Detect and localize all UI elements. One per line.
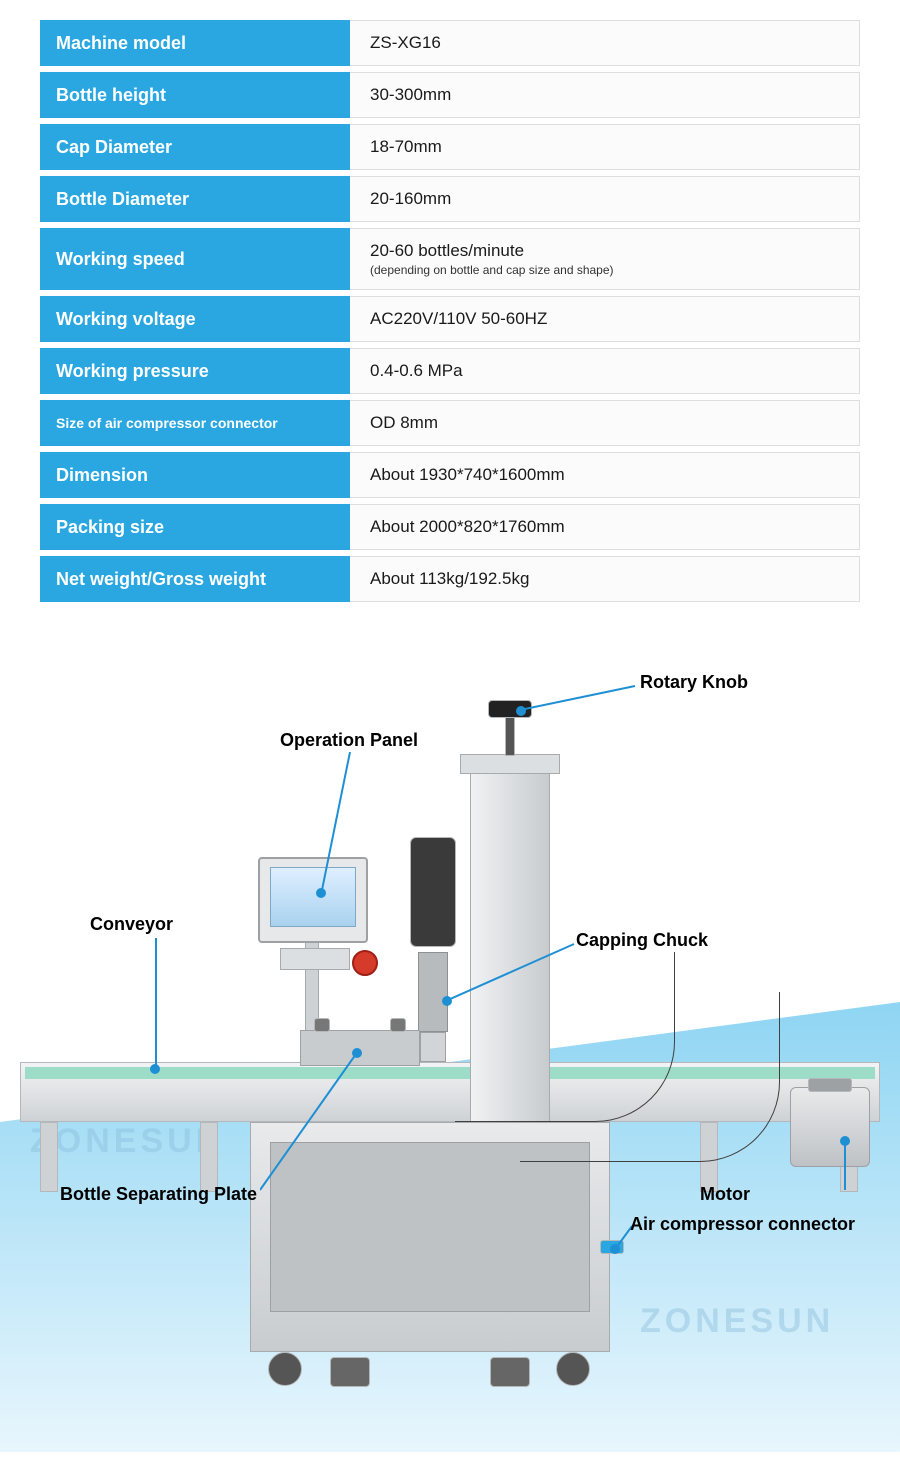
conveyor-motor-cap <box>808 1078 852 1092</box>
leader-dot <box>150 1064 160 1074</box>
conveyor-leg <box>200 1122 218 1192</box>
machine-illustration <box>0 692 900 1452</box>
conveyor-leg <box>40 1122 58 1192</box>
spec-label: Cap Diameter <box>40 124 350 170</box>
leader-line <box>260 1052 360 1192</box>
callout-bottle-separating-plate: Bottle Separating Plate <box>60 1184 257 1205</box>
spec-label: Bottle height <box>40 72 350 118</box>
spec-value: 30-300mm <box>350 72 860 118</box>
callout-capping-chuck: Capping Chuck <box>576 930 708 951</box>
leveling-foot <box>330 1357 370 1387</box>
spec-row: Working pressure0.4-0.6 MPa <box>40 348 860 394</box>
spec-label: Dimension <box>40 452 350 498</box>
callout-operation-panel: Operation Panel <box>280 730 418 751</box>
capping-chuck-part <box>418 952 448 1032</box>
leader-line <box>320 752 360 892</box>
spec-row: Size of air compressor connectorOD 8mm <box>40 400 860 446</box>
leader-dot <box>840 1136 850 1146</box>
spec-label: Net weight/Gross weight <box>40 556 350 602</box>
spec-label: Bottle Diameter <box>40 176 350 222</box>
operation-panel-buttons <box>280 948 350 970</box>
spec-row: DimensionAbout 1930*740*1600mm <box>40 452 860 498</box>
machine-diagram: ZONESUN ZONESUN ZONESUN ZONESUN <box>0 642 900 1452</box>
caster-wheel <box>268 1352 302 1386</box>
leader-dot <box>516 706 526 716</box>
spec-value: 18-70mm <box>350 124 860 170</box>
leader-line <box>760 1142 850 1192</box>
column-cap <box>460 754 560 774</box>
leader-dot <box>442 996 452 1006</box>
spec-label: Machine model <box>40 20 350 66</box>
spec-label: Working voltage <box>40 296 350 342</box>
leveling-foot <box>490 1357 530 1387</box>
spec-value: OD 8mm <box>350 400 860 446</box>
spec-value: About 2000*820*1760mm <box>350 504 860 550</box>
spec-label: Working pressure <box>40 348 350 394</box>
caster-wheel <box>556 1352 590 1386</box>
spec-label: Working speed <box>40 228 350 290</box>
capping-motor <box>410 837 456 947</box>
spec-row: Bottle height30-300mm <box>40 72 860 118</box>
spec-row: Bottle Diameter20-160mm <box>40 176 860 222</box>
spec-table: Machine modelZS-XG16Bottle height30-300m… <box>0 0 900 602</box>
spec-row: Cap Diameter18-70mm <box>40 124 860 170</box>
spec-value: 20-160mm <box>350 176 860 222</box>
spec-row: Working voltageAC220V/110V 50-60HZ <box>40 296 860 342</box>
spec-value: AC220V/110V 50-60HZ <box>350 296 860 342</box>
leader-line <box>448 942 578 1002</box>
spec-label: Packing size <box>40 504 350 550</box>
emergency-stop-button <box>352 950 378 976</box>
spec-value: 0.4-0.6 MPa <box>350 348 860 394</box>
separating-roller <box>390 1018 406 1032</box>
spec-value: About 1930*740*1600mm <box>350 452 860 498</box>
spec-row: Machine modelZS-XG16 <box>40 20 860 66</box>
knob-stem <box>505 712 515 756</box>
leader-line <box>150 938 190 1068</box>
wire <box>520 992 780 1162</box>
leader-dot <box>316 888 326 898</box>
spec-value: 20-60 bottles/minute(depending on bottle… <box>350 228 860 290</box>
spec-value: About 113kg/192.5kg <box>350 556 860 602</box>
callout-rotary-knob: Rotary Knob <box>640 672 748 693</box>
spec-row: Packing sizeAbout 2000*820*1760mm <box>40 504 860 550</box>
callout-conveyor: Conveyor <box>90 914 173 935</box>
leader-dot <box>610 1244 620 1254</box>
separating-roller <box>314 1018 330 1032</box>
callout-air-compressor-connector: Air compressor connector <box>630 1214 855 1235</box>
spec-row: Working speed20-60 bottles/minute(depend… <box>40 228 860 290</box>
leader-line <box>520 682 640 712</box>
spec-row: Net weight/Gross weightAbout 113kg/192.5… <box>40 556 860 602</box>
spec-value: ZS-XG16 <box>350 20 860 66</box>
leader-dot <box>352 1048 362 1058</box>
spec-label: Size of air compressor connector <box>40 400 350 446</box>
callout-motor: Motor <box>700 1184 750 1205</box>
chuck-tip <box>420 1032 446 1062</box>
